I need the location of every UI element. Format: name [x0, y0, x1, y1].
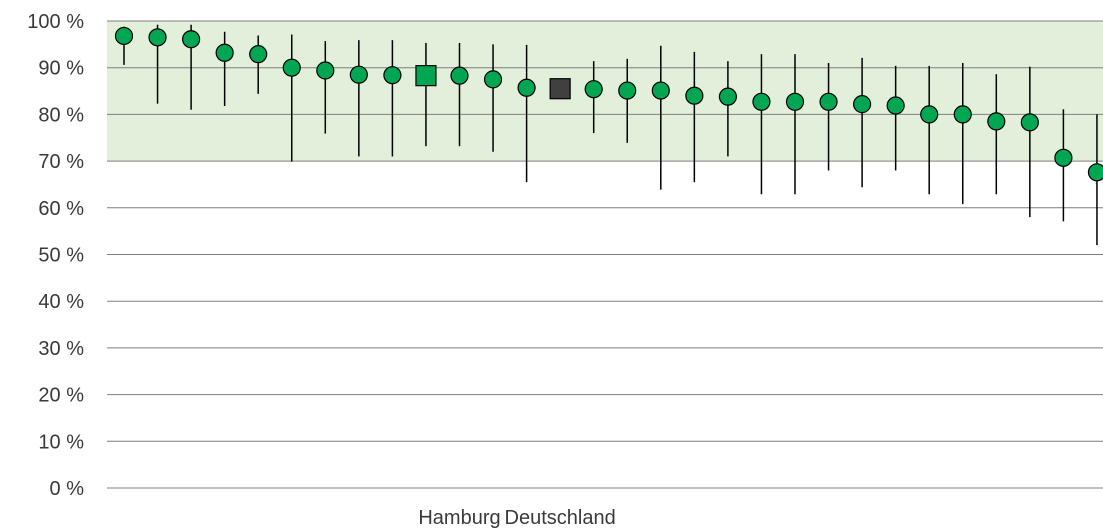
y-axis: 0 % 10 % 20 % 30 % 40 % 50 % 60 % 70 % 80 % 90 % 1… [27, 11, 84, 500]
data-point [752, 92, 771, 111]
y-tick-label: 0 % [50, 478, 85, 500]
data-point [685, 86, 704, 105]
data-point [114, 26, 134, 46]
target-band [107, 21, 1103, 162]
data-point [517, 78, 536, 97]
data-point [148, 28, 167, 47]
y-tick-label: 90 % [38, 58, 84, 80]
data-point [920, 105, 939, 124]
data-point [1020, 113, 1039, 132]
y-tick-label: 10 % [38, 431, 84, 453]
data-point [852, 95, 872, 114]
data-point [349, 65, 368, 84]
data-point [618, 81, 637, 100]
category-labels: Hamburg Deutschland [418, 507, 615, 529]
data-point [1054, 148, 1073, 167]
data-point [584, 80, 603, 99]
data-point [316, 61, 335, 80]
data-markers [114, 26, 1103, 182]
data-point [953, 105, 972, 124]
y-tick-label: 70 % [38, 151, 84, 173]
hamburg-marker [415, 65, 437, 87]
y-tick-label: 50 % [38, 245, 84, 267]
data-point [450, 66, 469, 85]
data-point [785, 92, 805, 111]
category-label: Hamburg [418, 507, 500, 529]
data-point [249, 45, 268, 64]
y-tick-label: 30 % [38, 338, 84, 360]
data-point [651, 81, 670, 100]
data-point [383, 66, 402, 85]
data-point [1087, 163, 1103, 182]
y-tick-label: 60 % [38, 198, 84, 220]
data-point [282, 58, 301, 77]
data-point [886, 96, 905, 115]
y-tick-label: 100 % [27, 11, 84, 33]
data-point [483, 70, 503, 89]
data-point [182, 30, 201, 49]
y-tick-label: 40 % [38, 291, 84, 313]
y-tick-label: 20 % [38, 385, 84, 407]
data-point [718, 87, 738, 106]
data-point [987, 112, 1006, 131]
y-tick-label: 80 % [38, 104, 84, 126]
deutschland-marker [549, 78, 571, 100]
grid-lines [107, 20, 1103, 489]
data-point [819, 92, 838, 111]
category-label: Deutschland [505, 507, 616, 529]
data-point [215, 43, 234, 62]
